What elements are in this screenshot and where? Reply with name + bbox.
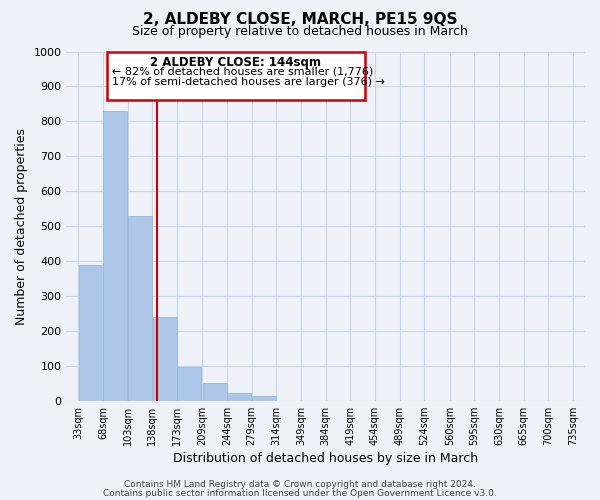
Bar	[203, 382, 227, 401]
Text: 2, ALDEBY CLOSE, MARCH, PE15 9QS: 2, ALDEBY CLOSE, MARCH, PE15 9QS	[143, 12, 457, 28]
Y-axis label: Number of detached properties: Number of detached properties	[15, 128, 28, 324]
Text: Contains HM Land Registry data © Crown copyright and database right 2024.: Contains HM Land Registry data © Crown c…	[124, 480, 476, 489]
Text: Size of property relative to detached houses in March: Size of property relative to detached ho…	[132, 25, 468, 38]
Text: 2 ALDEBY CLOSE: 144sqm: 2 ALDEBY CLOSE: 144sqm	[151, 56, 322, 68]
Bar	[178, 367, 202, 401]
Bar	[252, 396, 276, 401]
Bar	[79, 264, 103, 401]
X-axis label: Distribution of detached houses by size in March: Distribution of detached houses by size …	[173, 452, 478, 465]
Bar	[227, 393, 251, 401]
Text: 17% of semi-detached houses are larger (376) →: 17% of semi-detached houses are larger (…	[112, 76, 385, 86]
Text: ← 82% of detached houses are smaller (1,776): ← 82% of detached houses are smaller (1,…	[112, 66, 373, 76]
Bar	[103, 111, 127, 401]
FancyBboxPatch shape	[107, 52, 365, 100]
Text: Contains public sector information licensed under the Open Government Licence v3: Contains public sector information licen…	[103, 488, 497, 498]
Bar	[152, 317, 177, 401]
Bar	[128, 216, 152, 401]
